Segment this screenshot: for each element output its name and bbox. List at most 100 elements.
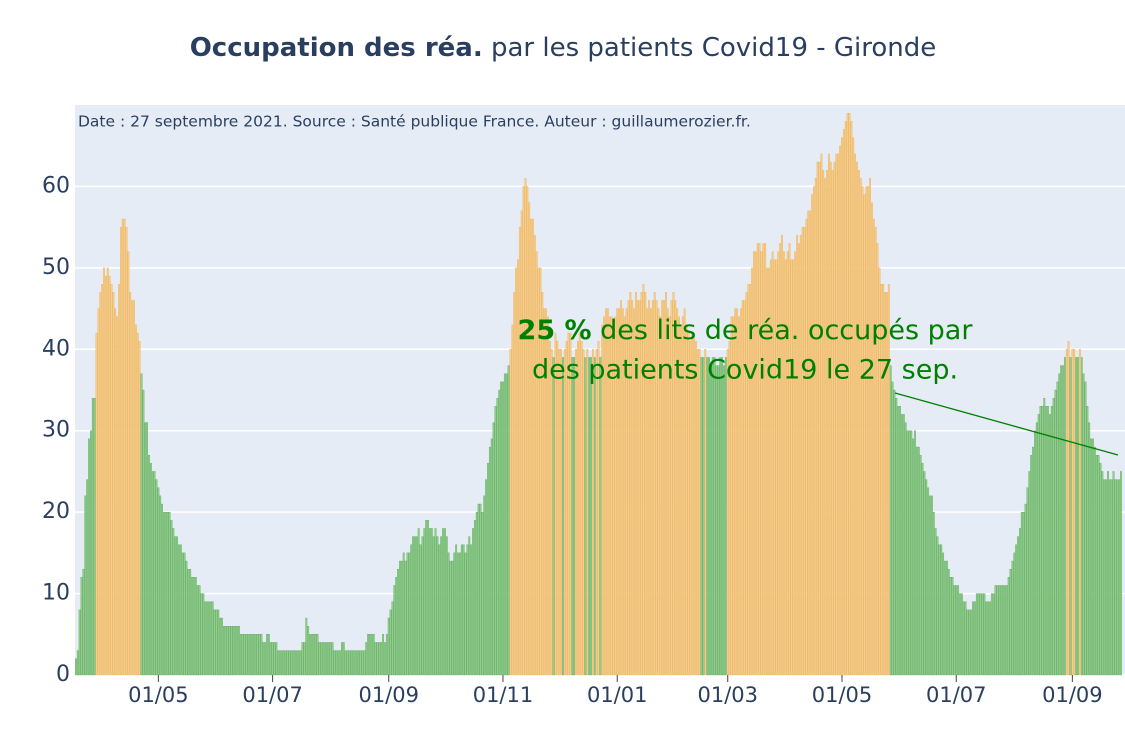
bar (449, 560, 452, 676)
bar (224, 625, 227, 676)
bar (105, 275, 107, 676)
bar (82, 568, 85, 676)
bar (140, 373, 143, 676)
bar (168, 511, 171, 676)
bar (326, 642, 328, 676)
bar (676, 308, 679, 676)
bar (460, 544, 463, 676)
y-tick-label: 30 (42, 418, 70, 443)
bar (751, 267, 753, 676)
bar (215, 609, 218, 676)
bar (884, 292, 886, 676)
bar (987, 601, 989, 676)
x-tick-label: 01/03 (697, 683, 758, 707)
bar (247, 634, 250, 676)
bar (445, 536, 448, 676)
bar (389, 609, 392, 676)
bar (1007, 577, 1010, 676)
bar (771, 251, 774, 676)
bar (440, 536, 443, 676)
bar (653, 292, 656, 676)
bar (543, 308, 546, 676)
bar (681, 316, 684, 676)
bar (636, 300, 639, 676)
bar (524, 178, 527, 676)
bar (223, 625, 225, 676)
bar (457, 552, 459, 676)
bar (116, 316, 119, 676)
y-tick-label: 50 (42, 255, 70, 280)
bar (374, 642, 377, 676)
bar (835, 153, 838, 676)
bar (678, 316, 680, 676)
bar (657, 308, 660, 676)
bar (783, 251, 785, 676)
bar (990, 593, 993, 676)
bar (509, 349, 512, 676)
bar (76, 650, 79, 676)
bar (333, 650, 336, 676)
bar (1020, 511, 1023, 676)
bar (511, 324, 514, 676)
bar (966, 609, 969, 676)
bar (436, 536, 439, 676)
bar (1026, 487, 1029, 676)
bar (284, 650, 287, 676)
bar (194, 577, 197, 676)
bar (670, 300, 673, 676)
bar (1002, 585, 1004, 676)
bar (906, 430, 909, 676)
bar (219, 617, 222, 676)
bar (623, 316, 626, 676)
bar (1056, 381, 1059, 676)
bar (475, 511, 478, 676)
bar (773, 259, 776, 676)
bar (865, 186, 868, 676)
bar (635, 292, 637, 676)
bar (148, 454, 150, 676)
bar (363, 650, 366, 676)
bar (591, 349, 594, 676)
bar (118, 283, 120, 676)
bar (417, 528, 420, 676)
bar (213, 609, 216, 676)
bar (781, 235, 783, 676)
bar (721, 357, 724, 676)
bar (689, 340, 692, 676)
bar (1084, 381, 1087, 676)
bar (760, 251, 763, 676)
bar (477, 503, 480, 676)
bar (730, 316, 733, 676)
bar (423, 528, 426, 676)
bar (221, 617, 223, 676)
title-bold: Occupation des réa. (190, 33, 483, 63)
bar (949, 577, 952, 676)
bar (183, 552, 186, 676)
bar (694, 340, 697, 676)
bar (204, 601, 207, 676)
bar (839, 145, 842, 676)
bar (650, 308, 652, 676)
bar (1028, 471, 1031, 676)
bar (421, 536, 424, 676)
bar (584, 357, 587, 676)
bar (382, 634, 385, 676)
bar (1112, 471, 1115, 676)
bar (1048, 414, 1051, 676)
bar (288, 650, 291, 676)
bar (912, 438, 915, 676)
bar (1065, 349, 1068, 676)
bar (1032, 446, 1034, 676)
bar (563, 349, 566, 676)
bar (273, 642, 276, 676)
bar (444, 528, 446, 676)
bar (429, 528, 431, 676)
bar (329, 642, 332, 676)
bar (850, 121, 853, 676)
bar (275, 642, 278, 676)
bar (648, 300, 650, 676)
bar (856, 161, 858, 676)
bar (936, 536, 939, 676)
bar (157, 487, 160, 676)
